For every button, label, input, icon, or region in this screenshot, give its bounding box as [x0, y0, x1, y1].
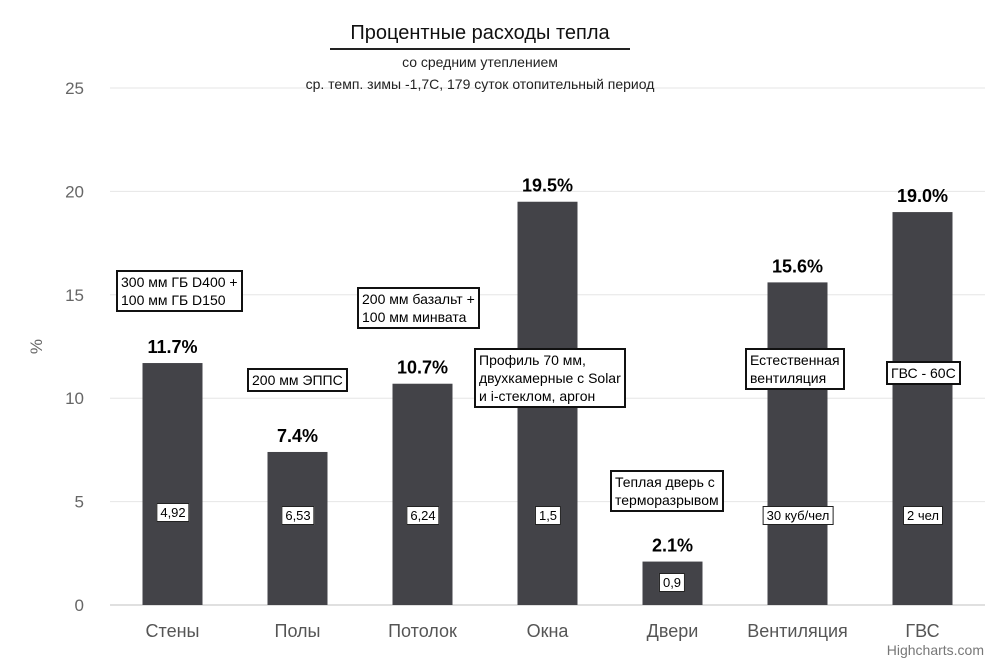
x-tick-label: ГВС	[905, 621, 939, 641]
inbar-label-floors: 6,53	[281, 506, 315, 525]
note-windows-line-2: двухкамерные с Solar	[479, 370, 621, 386]
inbar-label-hot-water: 2 чел	[903, 506, 943, 525]
note-hot-water: ГВС - 60С	[886, 361, 961, 385]
x-tick-label: Полы	[275, 621, 321, 641]
x-tick-label: Потолок	[388, 621, 457, 641]
bar	[142, 363, 203, 605]
note-ceiling: 200 мм базальт + 100 мм минвата	[357, 287, 480, 329]
note-windows-line-3: и i-стеклом, аргон	[479, 388, 596, 404]
note-doors: Теплая дверь с терморазрывом	[610, 470, 724, 512]
note-ventilation: Естественная вентиляция	[745, 348, 845, 390]
note-walls-line-1: 300 мм ГБ D400 +	[121, 274, 238, 290]
note-doors-line-1: Теплая дверь с	[615, 474, 715, 490]
x-tick-label: Окна	[527, 621, 570, 641]
x-tick-label: Вентиляция	[747, 621, 848, 641]
inbar-label-ventilation: 30 куб/чел	[762, 506, 834, 525]
chart-subtitle-2: ср. темп. зимы -1,7С, 179 суток отопител…	[305, 76, 655, 92]
data-label: 10.7%	[397, 358, 448, 378]
y-tick-label: 25	[65, 79, 84, 98]
chart-title: Процентные расходы тепла	[350, 22, 610, 44]
y-tick-label: 0	[75, 596, 84, 615]
note-ceiling-line-1: 200 мм базальт +	[362, 291, 475, 307]
data-label: 2.1%	[652, 536, 693, 556]
bar	[392, 383, 453, 605]
highcharts-credit[interactable]: Highcharts.com	[886, 642, 984, 658]
note-doors-line-2: терморазрывом	[615, 492, 719, 508]
y-tick-label: 5	[75, 493, 84, 512]
bar	[767, 282, 828, 605]
bar	[892, 212, 953, 605]
title-underline	[330, 48, 630, 50]
note-windows: Профиль 70 мм, двухкамерные с Solar и i-…	[474, 348, 626, 408]
data-label: 15.6%	[772, 256, 823, 276]
y-axis-title: %	[27, 339, 46, 354]
data-label: 19.5%	[522, 176, 573, 196]
note-windows-line-1: Профиль 70 мм,	[479, 352, 586, 368]
inbar-label-windows: 1,5	[534, 506, 562, 525]
x-tick-label: Двери	[647, 621, 699, 641]
note-walls: 300 мм ГБ D400 + 100 мм ГБ D150	[116, 270, 243, 312]
note-ceiling-line-2: 100 мм минвата	[362, 309, 467, 325]
x-tick-label: Стены	[146, 621, 200, 641]
note-ventilation-line-1: Естественная	[750, 352, 840, 368]
data-label: 11.7%	[147, 337, 197, 357]
bar	[267, 451, 328, 605]
note-floors-line-1: 200 мм ЭППС	[252, 372, 343, 388]
chart-subtitle-1: со средним утеплением	[402, 54, 558, 70]
note-ventilation-line-2: вентиляция	[750, 370, 827, 386]
data-label: 19.0%	[897, 186, 948, 206]
inbar-label-walls: 4,92	[156, 503, 190, 522]
note-floors: 200 мм ЭППС	[247, 368, 348, 392]
y-tick-label: 20	[65, 182, 84, 201]
note-walls-line-2: 100 мм ГБ D150	[121, 292, 226, 308]
y-tick-label: 15	[65, 286, 84, 305]
data-label: 7.4%	[277, 426, 318, 446]
inbar-label-doors: 0,9	[658, 573, 686, 592]
y-tick-label: 10	[65, 389, 84, 408]
note-hot-water-line-1: ГВС - 60С	[891, 365, 956, 381]
inbar-label-ceiling: 6,24	[406, 506, 440, 525]
